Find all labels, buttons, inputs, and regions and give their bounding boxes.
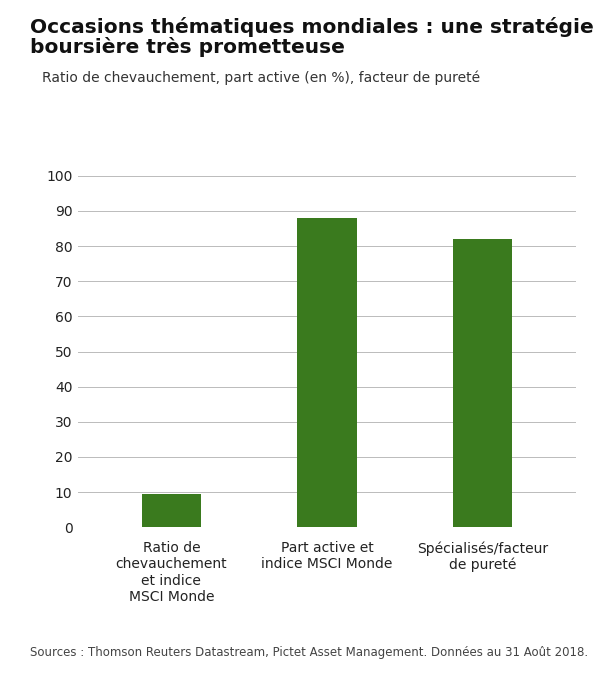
Text: Ratio de chevauchement, part active (en %), facteur de pureté: Ratio de chevauchement, part active (en … — [42, 70, 480, 84]
Bar — [453, 239, 512, 527]
Text: Occasions thématiques mondiales : une stratégie: Occasions thématiques mondiales : une st… — [30, 17, 594, 37]
Text: boursière très prometteuse: boursière très prometteuse — [30, 37, 345, 57]
Bar — [142, 494, 201, 527]
Bar — [298, 218, 356, 527]
Text: Sources : Thomson Reuters Datastream, Pictet Asset Management. Données au 31 Aoû: Sources : Thomson Reuters Datastream, Pi… — [30, 646, 588, 659]
